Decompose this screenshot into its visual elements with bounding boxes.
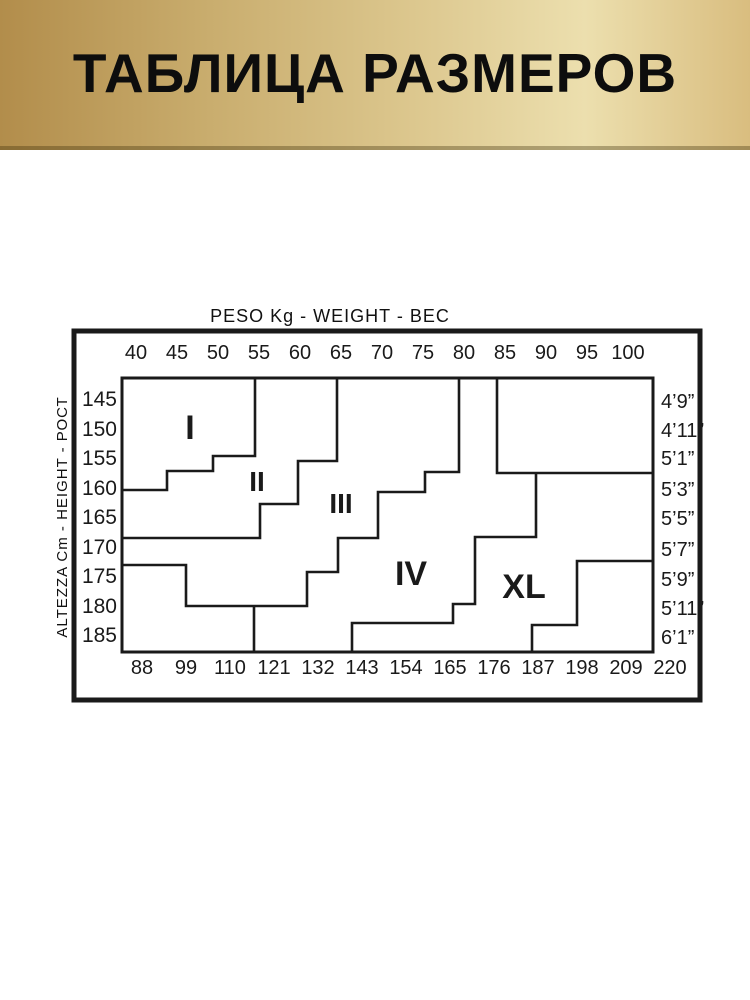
weight-kg-label: 75 (412, 342, 434, 364)
weight-kg-label: 70 (371, 342, 393, 364)
height-ftin-label: 6’1” (661, 627, 694, 649)
height-ftin-label: 5’9” (661, 569, 694, 591)
height-cm-label: 180 (82, 595, 117, 618)
outer-frame (71, 328, 703, 703)
region-label-III: III (329, 488, 352, 519)
weight-kg-label: 80 (453, 342, 475, 364)
weight-kg-label: 95 (576, 342, 598, 364)
weight-kg-label: 55 (248, 342, 270, 364)
boundary-XL-bottom-right (530, 559, 653, 652)
region-label-I: I (185, 409, 194, 447)
boundary-I-II (122, 378, 257, 492)
weight-kg-label: 50 (207, 342, 229, 364)
boundary-II-III (122, 378, 339, 540)
height-cm-label: 160 (82, 477, 117, 500)
weight-axis-title: PESO Kg - WEIGHT - ВЕС (210, 306, 450, 326)
height-ftin-label: 5’1” (661, 448, 694, 470)
weight-kg-label: 85 (494, 342, 516, 364)
region-label-II: II (249, 466, 265, 497)
weight-lbs-label: 198 (565, 657, 598, 679)
height-cm-label: 155 (82, 447, 117, 470)
weight-kg-label: 100 (611, 342, 644, 364)
height-cm-label: 175 (82, 565, 117, 588)
weight-lbs-label: 187 (521, 657, 554, 679)
height-cm-label: 185 (82, 624, 117, 647)
height-cm-label: 165 (82, 506, 117, 529)
height-ftin-label: 5’7” (661, 539, 694, 561)
weight-kg-label: 45 (166, 342, 188, 364)
page-title: ТАБЛИЦА РАЗМЕРОВ (72, 42, 678, 104)
weight-lbs-label: 220 (653, 657, 686, 679)
weight-kg-label: 90 (535, 342, 557, 364)
weight-lbs-label: 165 (433, 657, 466, 679)
weight-lbs-label: 110 (214, 657, 246, 679)
chart-frame (120, 376, 655, 654)
height-cm-label: 150 (82, 418, 117, 441)
weight-lbs-label: 99 (175, 657, 197, 679)
weight-kg-label: 40 (125, 342, 147, 364)
weight-lbs-label: 88 (131, 657, 153, 679)
weight-lbs-label: 143 (345, 657, 378, 679)
region-label-XL: XL (502, 568, 545, 606)
region-label-IV: IV (395, 555, 427, 593)
weight-kg-label: 60 (289, 342, 311, 364)
height-ftin-label: 5’3” (661, 479, 694, 501)
weight-lbs-label: 176 (477, 657, 510, 679)
weight-lbs-label: 209 (609, 657, 642, 679)
boundary-IV-XL-top (495, 378, 653, 475)
height-ftin-label: 4’9” (661, 391, 694, 413)
title-banner: ТАБЛИЦА РАЗМЕРОВ (0, 0, 750, 150)
boundary-III-IV (122, 378, 461, 608)
weight-kg-label: 65 (330, 342, 352, 364)
weight-lbs-label: 121 (257, 657, 290, 679)
height-ftin-label: 5’5” (661, 508, 694, 530)
height-ftin-label: 4’11” (661, 420, 704, 442)
boundary-XL-left (350, 473, 538, 652)
weight-lbs-label: 154 (389, 657, 422, 679)
weight-lbs-label: 132 (301, 657, 334, 679)
height-ftin-label: 5’11” (661, 598, 704, 620)
height-cm-label: 145 (82, 388, 117, 411)
height-cm-label: 170 (82, 536, 117, 559)
